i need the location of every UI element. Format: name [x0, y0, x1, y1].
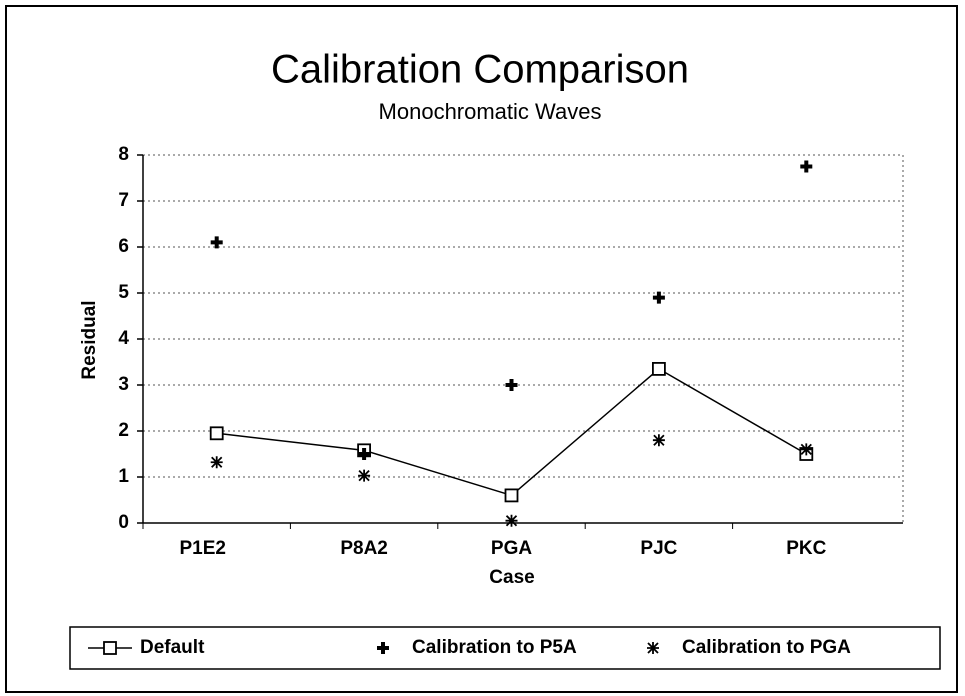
marker-asterisk — [800, 443, 813, 456]
marker-asterisk — [652, 434, 665, 447]
y-axis-label: Residual — [79, 300, 100, 379]
chart-frame — [5, 5, 958, 693]
marker-square — [652, 361, 666, 376]
legend-box — [69, 626, 941, 670]
y-tick-label: 3 — [118, 374, 129, 395]
y-tick-label: 6 — [118, 236, 129, 257]
y-tick-label: 0 — [118, 512, 129, 533]
marker-plus — [800, 160, 813, 173]
y-tick-label: 4 — [118, 328, 129, 349]
x-tick-label: PKC — [786, 538, 826, 559]
legend-label: Default — [140, 637, 205, 658]
y-tick-label: 5 — [118, 282, 129, 303]
marker-asterisk — [505, 514, 518, 527]
marker-plus — [652, 291, 665, 304]
y-tick-label: 1 — [118, 466, 129, 487]
marker-plus — [358, 448, 371, 460]
x-tick-label: PGA — [491, 538, 532, 559]
marker-square — [504, 488, 519, 503]
x-axis-label: Case — [489, 567, 534, 588]
marker-plus — [505, 379, 518, 391]
marker-asterisk — [358, 469, 371, 482]
legend-marker — [103, 641, 117, 655]
chart-title: Calibration Comparison — [271, 48, 689, 92]
y-tick-label: 8 — [118, 144, 129, 165]
y-tick-label: 2 — [118, 420, 129, 441]
legend-label: Calibration to P5A — [412, 637, 577, 658]
x-tick-label: P1E2 — [179, 538, 225, 559]
chart-subtitle: Monochromatic Waves — [379, 99, 602, 124]
legend-marker — [377, 642, 389, 654]
x-tick-label: P8A2 — [340, 538, 388, 559]
y-tick-label: 7 — [118, 190, 129, 211]
marker-plus — [210, 236, 223, 249]
marker-square — [209, 426, 224, 441]
marker-asterisk — [210, 456, 223, 469]
legend-marker — [647, 642, 659, 654]
legend-label: Calibration to PGA — [682, 637, 851, 658]
x-tick-label: PJC — [640, 538, 677, 559]
